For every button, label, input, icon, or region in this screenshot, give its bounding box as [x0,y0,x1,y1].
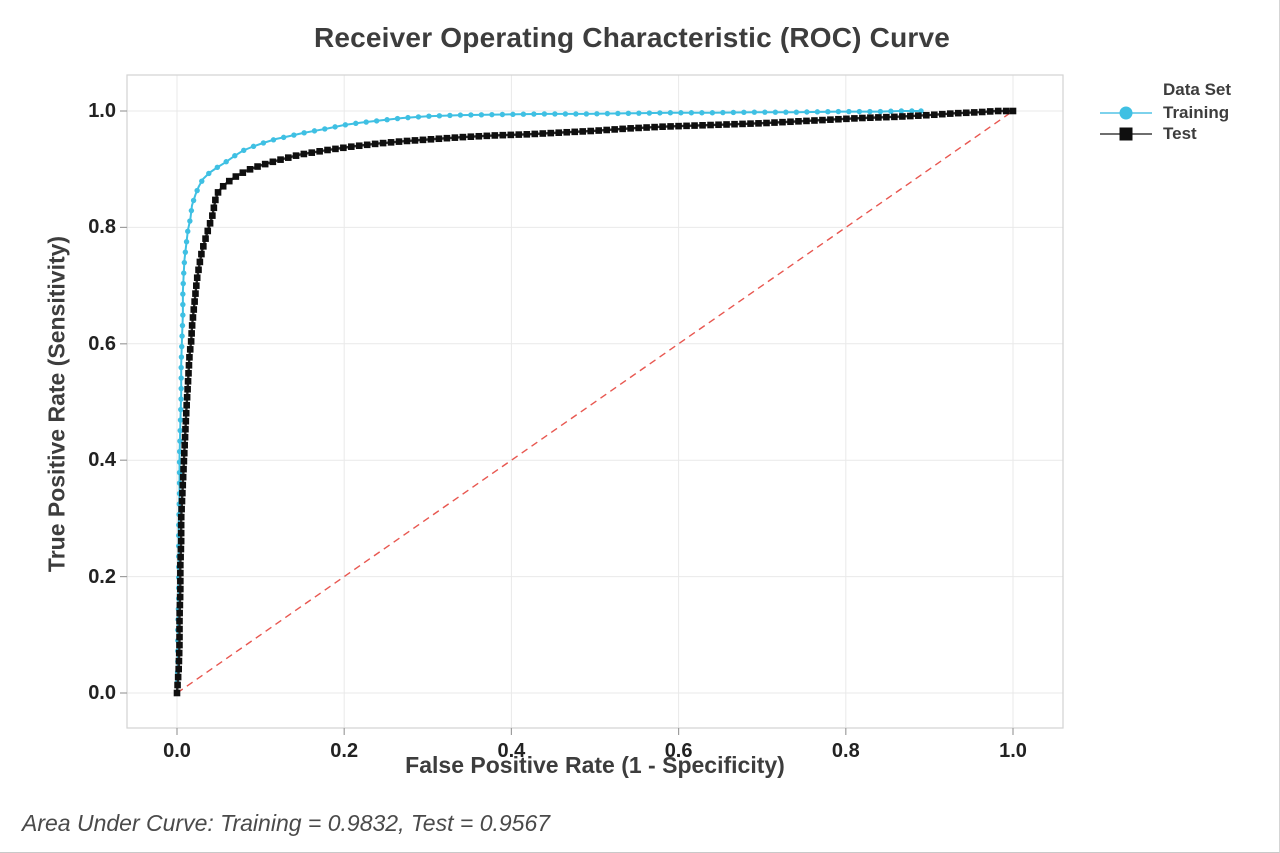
y-tick-label: 0.8 [88,216,116,239]
y-axis-title: True Positive Rate (Sensitivity) [43,235,70,573]
legend-label-training: Training [1163,102,1230,122]
auc-annotation: Area Under Curve: Training = 0.9832, Tes… [22,810,551,836]
y-tick-label: 0.2 [88,565,116,588]
series-training-line [176,110,921,694]
y-tick-label: 0.4 [88,449,116,472]
legend-title: Data Set [1163,80,1232,99]
x-tick-label: 0.6 [664,740,693,762]
legend: Data Set Training Test [1100,80,1231,144]
training-circle-marker-icon [1119,106,1133,119]
reference-diagonal-line [176,110,1014,694]
legend-label-test: Test [1163,123,1197,143]
y-tick-label: 0.0 [88,682,116,704]
x-tick-label: 0.4 [497,740,526,762]
chart-title: Receiver Operating Characteristic (ROC) … [313,22,951,53]
x-tick-label: 1.0 [999,740,1027,762]
y-tick-label: 1.0 [88,100,116,122]
x-tick-label: 0.0 [163,740,191,762]
series-training-markers [174,108,924,696]
y-tick-label: 0.6 [88,332,116,355]
plot-frame [126,74,1064,729]
series-test-markers [173,107,1017,697]
legend-item-training: Training [1100,102,1231,123]
test-square-marker-icon [1119,127,1133,140]
x-tick-label: 0.2 [330,740,359,762]
training-line-marker-icon [1100,106,1152,120]
x-axis-title: False Positive Rate (1 - Specificity) [405,752,785,778]
legend-item-test: Test [1100,123,1231,144]
test-line-marker-icon [1100,127,1152,141]
x-tick-label: 0.8 [831,740,860,762]
